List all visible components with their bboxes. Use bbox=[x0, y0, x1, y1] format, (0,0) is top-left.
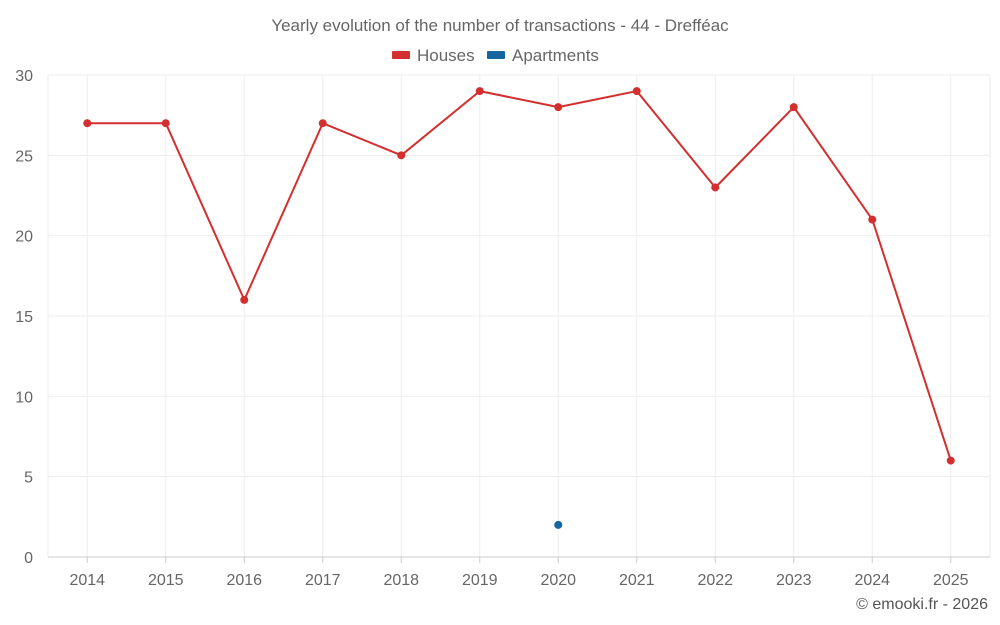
x-tick-label: 2024 bbox=[854, 572, 890, 589]
x-tick-label: 2015 bbox=[148, 572, 184, 589]
legend: Houses Apartments bbox=[392, 46, 599, 65]
data-point-apartments-2020[interactable] bbox=[554, 520, 563, 529]
data-point-houses-2016[interactable] bbox=[240, 295, 249, 304]
data-point-houses-2019[interactable] bbox=[475, 87, 484, 96]
data-point-houses-2021[interactable] bbox=[632, 87, 641, 96]
data-point-houses-2015[interactable] bbox=[161, 119, 170, 128]
x-tick-label: 2022 bbox=[697, 572, 733, 589]
y-tick-label: 0 bbox=[24, 550, 33, 567]
x-tick-label: 2025 bbox=[933, 572, 969, 589]
gridlines bbox=[47, 74, 991, 557]
x-tick-label: 2021 bbox=[619, 572, 655, 589]
data-point-houses-2022[interactable] bbox=[711, 183, 720, 192]
data-point-houses-2020[interactable] bbox=[554, 103, 563, 112]
x-tick-label: 2014 bbox=[69, 572, 105, 589]
legend-label-houses[interactable]: Houses bbox=[417, 46, 475, 65]
series-houses bbox=[83, 87, 955, 465]
y-tick-label: 5 bbox=[24, 470, 33, 487]
x-tick-label: 2020 bbox=[540, 572, 576, 589]
series-line-houses bbox=[87, 90, 952, 461]
data-point-houses-2017[interactable] bbox=[318, 119, 327, 128]
x-tick-label: 2018 bbox=[383, 572, 419, 589]
legend-swatch-houses bbox=[392, 51, 410, 59]
x-tick-label: 2017 bbox=[305, 572, 341, 589]
x-tick-label: 2016 bbox=[226, 572, 262, 589]
data-point-houses-2018[interactable] bbox=[397, 151, 406, 160]
data-point-houses-2024[interactable] bbox=[868, 215, 877, 224]
x-tick-label: 2023 bbox=[776, 572, 812, 589]
y-axis: 0 5 10 15 20 25 30 bbox=[15, 68, 33, 567]
legend-label-apartments[interactable]: Apartments bbox=[512, 46, 599, 65]
series-apartments bbox=[554, 520, 563, 529]
y-tick-label: 20 bbox=[15, 229, 33, 246]
data-point-houses-2023[interactable] bbox=[789, 103, 798, 112]
data-point-houses-2025[interactable] bbox=[946, 456, 955, 465]
data-point-houses-2014[interactable] bbox=[83, 119, 92, 128]
y-tick-label: 15 bbox=[15, 309, 33, 326]
series-layer bbox=[83, 87, 955, 529]
y-tick-label: 25 bbox=[15, 148, 33, 165]
x-tick-label: 2019 bbox=[462, 572, 498, 589]
y-tick-label: 10 bbox=[15, 389, 33, 406]
legend-swatch-apartments bbox=[487, 51, 505, 59]
chart-title: Yearly evolution of the number of transa… bbox=[271, 16, 729, 35]
credit-text: © emooki.fr - 2026 bbox=[856, 596, 988, 613]
x-axis: 2014 2015 2016 2017 2018 2019 2020 2021 2022 2023… bbox=[48, 556, 990, 589]
y-tick-label: 30 bbox=[15, 68, 33, 85]
